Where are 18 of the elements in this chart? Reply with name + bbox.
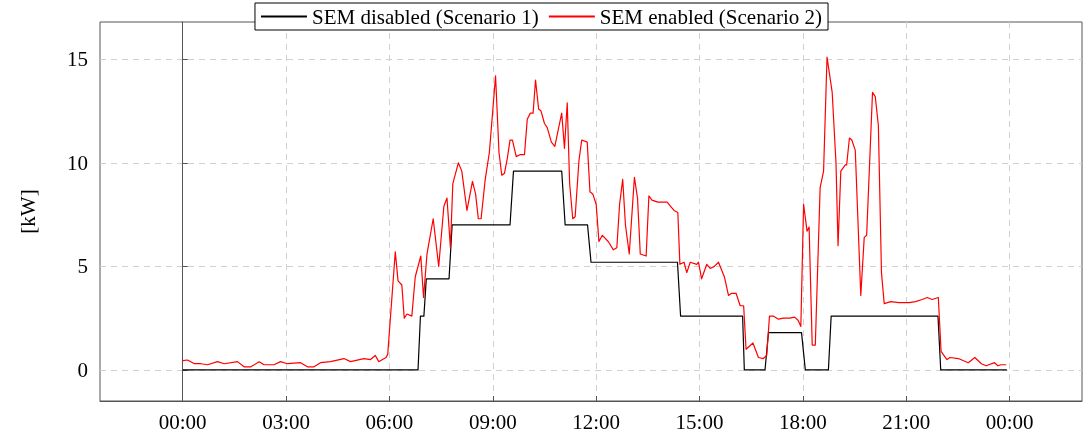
line-series (182, 170, 1008, 371)
y-tick-label: 15 (67, 47, 88, 72)
x-tick-label: 09:00 (468, 409, 517, 434)
legend-label: SEM enabled (Scenario 2) (599, 4, 823, 29)
x-tick-label: 12:00 (572, 409, 621, 434)
y-tick-label: 10 (67, 150, 88, 175)
line-series (182, 56, 1007, 368)
y-tick-label: 0 (77, 357, 88, 382)
x-tick-label: 21:00 (882, 409, 931, 434)
x-tick-label: 03:00 (262, 409, 310, 434)
x-tick-label: 00:00 (158, 409, 207, 434)
y-axis-title: [kW] (15, 189, 40, 234)
x-tick-label: 06:00 (365, 409, 414, 434)
x-tick-label: 00:00 (985, 409, 1034, 434)
legend-label: SEM disabled (Scenario 1) (311, 4, 539, 29)
y-tick-label: 5 (77, 254, 88, 279)
x-tick-label: 18:00 (778, 409, 827, 434)
x-tick-label: 15:00 (675, 409, 724, 434)
